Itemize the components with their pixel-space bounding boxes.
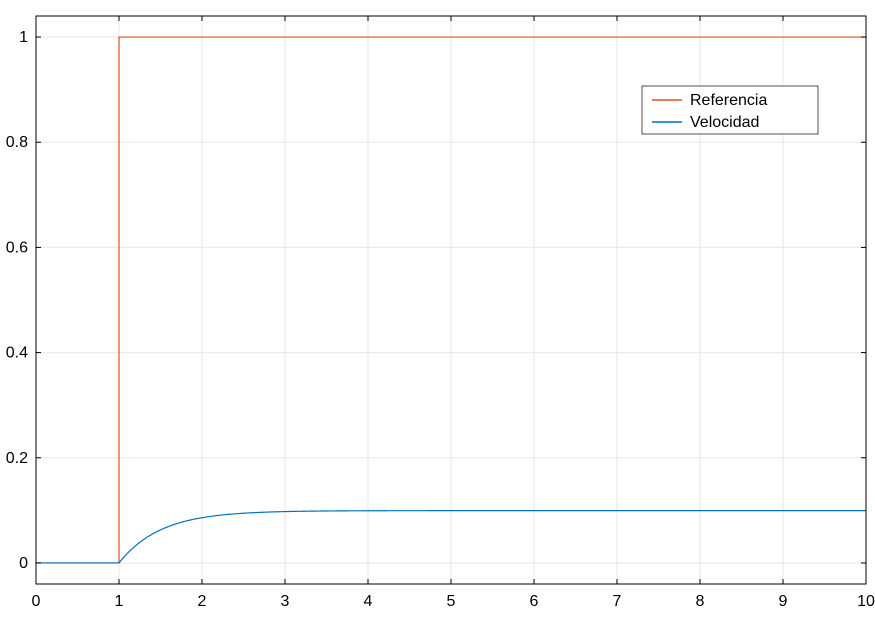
xtick-label: 7	[613, 593, 622, 610]
ytick-label: 0.6	[6, 239, 28, 256]
xtick-label: 2	[198, 593, 207, 610]
xtick-label: 9	[779, 593, 788, 610]
ytick-label: 0	[19, 555, 28, 572]
xtick-label: 0	[32, 593, 41, 610]
ytick-label: 0.2	[6, 450, 28, 467]
xtick-label: 5	[447, 593, 456, 610]
xtick-label: 3	[281, 593, 290, 610]
ytick-label: 0.8	[6, 134, 28, 151]
xtick-label: 1	[115, 593, 124, 610]
xtick-label: 4	[364, 593, 373, 610]
ytick-label: 1	[19, 29, 28, 46]
legend: Referencia Velocidad	[642, 86, 818, 134]
xtick-label: 10	[857, 593, 875, 610]
xtick-label: 6	[530, 593, 539, 610]
xtick-label: 8	[696, 593, 705, 610]
legend-label: Referencia	[690, 92, 767, 109]
legend-label: Velocidad	[690, 114, 759, 131]
line-chart: 0 1 2 3 4 5 6 7 8 9 10 0 0.2 0.4 0.6 0.8 1 Referencia Velo…	[0, 0, 875, 619]
ytick-label: 0.4	[6, 345, 28, 362]
